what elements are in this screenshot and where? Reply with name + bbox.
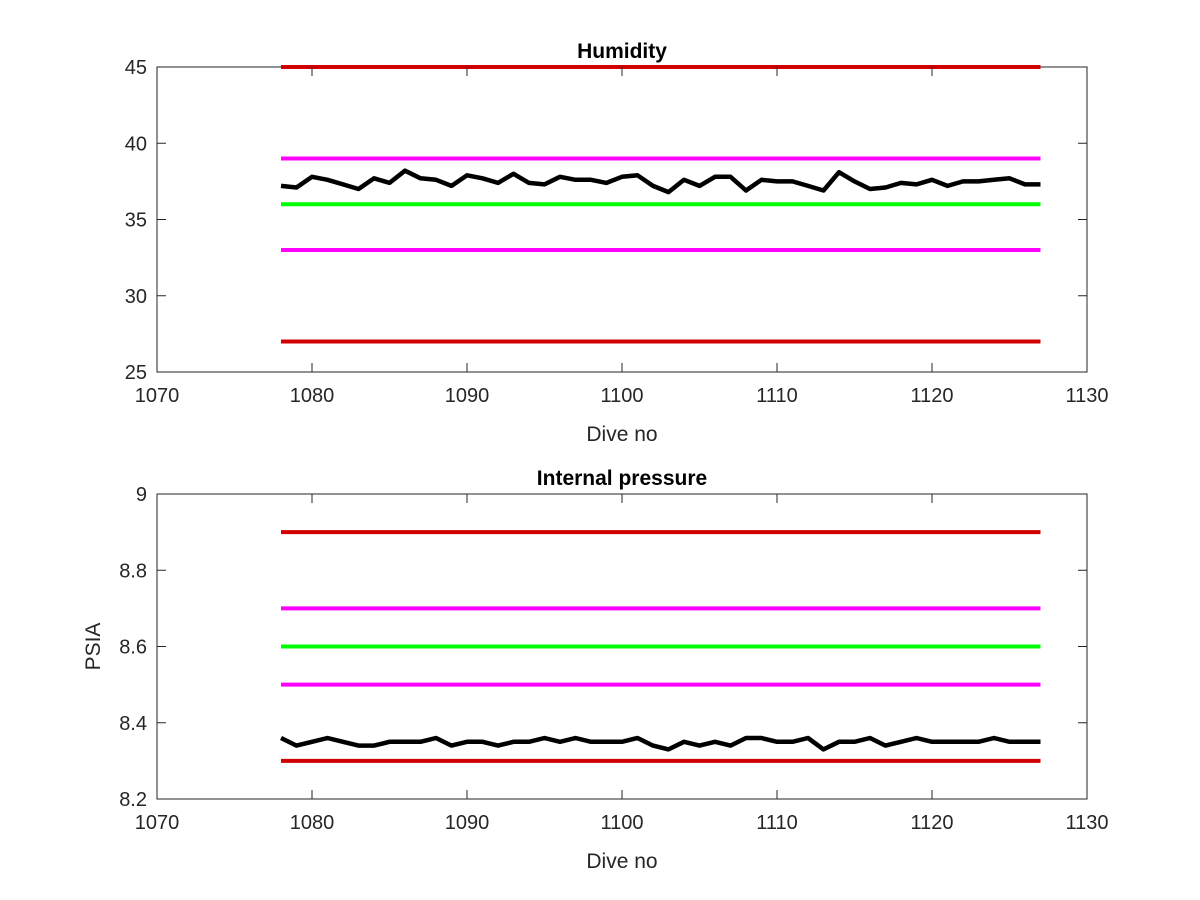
y-tick-label: 8.4 bbox=[119, 713, 147, 735]
chart-title: Internal pressure bbox=[537, 467, 707, 490]
x-tick-label: 1110 bbox=[756, 812, 798, 834]
plot-area-frame bbox=[156, 66, 1088, 373]
y-tick-label: 40 bbox=[125, 133, 147, 155]
x-tick-label: 1090 bbox=[445, 385, 490, 407]
series-group bbox=[280, 65, 1041, 344]
y-tick-label: 45 bbox=[125, 57, 147, 79]
x-axis-label: Dive no bbox=[586, 423, 657, 446]
x-axis-label: Dive no bbox=[586, 850, 657, 873]
y-tick-label: 8.6 bbox=[119, 637, 147, 659]
x-ticks: 1070 1080 1090 1100 1110 1120 1130 bbox=[135, 67, 1109, 407]
x-tick-label: 1120 bbox=[910, 812, 953, 834]
y-tick-label: 8.2 bbox=[119, 789, 147, 811]
x-tick-label: 1070 bbox=[135, 385, 180, 407]
y-ticks: 25 30 35 40 45 bbox=[125, 57, 1087, 384]
x-tick-label: 1110 bbox=[756, 385, 798, 407]
x-ticks: 1070 1080 1090 1100 1110 1120 1130 bbox=[135, 494, 1109, 834]
series-group bbox=[280, 530, 1041, 763]
y-ticks: 8.2 8.4 8.6 8.8 9 bbox=[119, 484, 1087, 811]
humidity-panel: Humidity Dive no 1070 1080 1090 1100 1110 112… bbox=[125, 40, 1109, 446]
y-tick-label: 8.8 bbox=[119, 560, 147, 582]
x-tick-label: 1100 bbox=[600, 812, 643, 834]
y-tick-label: 30 bbox=[125, 286, 147, 308]
measured-series-line bbox=[280, 735, 1041, 752]
x-tick-label: 1130 bbox=[1065, 812, 1108, 834]
internal-pressure-panel: Internal pressure Dive no PSIA 1070 1080 1… bbox=[82, 467, 1109, 873]
y-tick-label: 9 bbox=[136, 484, 147, 506]
x-tick-label: 1080 bbox=[290, 812, 335, 834]
chart-title: Humidity bbox=[577, 40, 667, 63]
measured-series-line bbox=[280, 168, 1041, 195]
x-tick-label: 1100 bbox=[600, 385, 643, 407]
x-tick-label: 1130 bbox=[1065, 385, 1108, 407]
y-tick-label: 25 bbox=[125, 362, 147, 384]
x-tick-label: 1070 bbox=[135, 812, 180, 834]
x-tick-label: 1120 bbox=[910, 385, 953, 407]
y-tick-label: 35 bbox=[125, 210, 147, 232]
x-tick-label: 1090 bbox=[445, 812, 490, 834]
y-axis-label: PSIA bbox=[82, 623, 105, 671]
x-tick-label: 1080 bbox=[290, 385, 335, 407]
